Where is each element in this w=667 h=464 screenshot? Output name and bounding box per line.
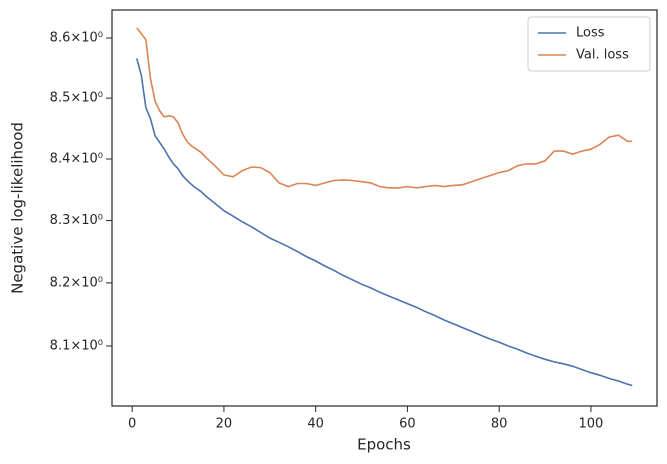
legend-label: Loss (576, 26, 605, 41)
legend-label: Val. loss (576, 48, 629, 63)
plot-frame (111, 9, 658, 407)
x-tick-label: 0 (128, 417, 136, 432)
y-tick-label: 8.5×10⁰ (50, 91, 103, 106)
x-tick-label: 60 (399, 417, 416, 432)
y-tick-label: 8.2×10⁰ (50, 275, 103, 290)
line-series (136, 58, 633, 387)
y-tick-label: 8.6×10⁰ (50, 31, 103, 46)
x-tick-label: 100 (579, 417, 604, 432)
x-tick-label: 20 (216, 417, 233, 432)
y-axis-label: Negative log-likelihood (9, 122, 27, 294)
y-tick-label: 8.4×10⁰ (50, 152, 103, 167)
x-axis-label: Epochs (357, 436, 411, 454)
x-tick-label: 40 (307, 417, 324, 432)
y-tick-label: 8.1×10⁰ (50, 338, 103, 353)
line-series (136, 27, 633, 189)
x-tick-label: 80 (491, 417, 508, 432)
legend-box (527, 16, 651, 72)
y-tick-label: 8.3×10⁰ (50, 213, 103, 228)
